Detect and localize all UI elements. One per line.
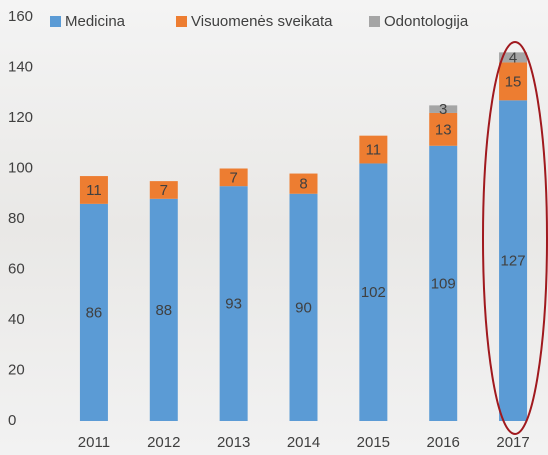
value-label: 90 (295, 299, 312, 316)
value-label: 13 (435, 121, 452, 138)
value-label: 8 (299, 176, 307, 193)
legend-label: Visuomenės sveikata (191, 13, 333, 30)
value-label: 102 (361, 284, 386, 301)
y-tick-label: 0 (8, 412, 16, 429)
x-tick-label: 2011 (78, 434, 110, 451)
value-label: 4 (509, 49, 517, 66)
y-tick-label: 60 (8, 260, 25, 277)
legend-swatch (176, 16, 187, 27)
y-tick-label: 80 (8, 210, 25, 227)
y-tick-label: 100 (8, 159, 33, 176)
x-tick-label: 2013 (217, 434, 250, 451)
value-label: 11 (86, 182, 102, 199)
value-label: 127 (501, 253, 526, 270)
y-tick-label: 160 (8, 8, 33, 25)
y-tick-label: 120 (8, 109, 33, 126)
y-tick-label: 20 (8, 361, 25, 378)
x-tick-label: 2015 (357, 434, 390, 451)
value-label: 3 (439, 101, 447, 118)
value-label: 11 (366, 142, 382, 159)
legend-swatch (50, 16, 61, 27)
legend-label: Medicina (65, 13, 126, 30)
page: {"chart_data": {"type": "stacked-bar", "… (0, 0, 548, 455)
legend-label: Odontologija (384, 13, 469, 30)
x-tick-label: 2016 (427, 434, 460, 451)
y-tick-label: 140 (8, 58, 33, 75)
value-label: 109 (431, 275, 456, 292)
x-tick-label: 2012 (147, 434, 180, 451)
value-label: 93 (225, 296, 242, 313)
value-label: 88 (155, 302, 172, 319)
x-tick-label: 2014 (287, 434, 320, 451)
value-label: 15 (505, 73, 522, 90)
value-label: 7 (160, 182, 168, 199)
y-tick-label: 40 (8, 311, 25, 328)
chart: 0 20 40 60 80 100 120 140 160 2011 86 11 2012 88 7 2013… (0, 0, 548, 455)
value-label: 7 (229, 169, 237, 186)
legend-swatch (369, 16, 380, 27)
value-label: 86 (86, 304, 103, 321)
x-tick-label: 2017 (496, 434, 529, 451)
